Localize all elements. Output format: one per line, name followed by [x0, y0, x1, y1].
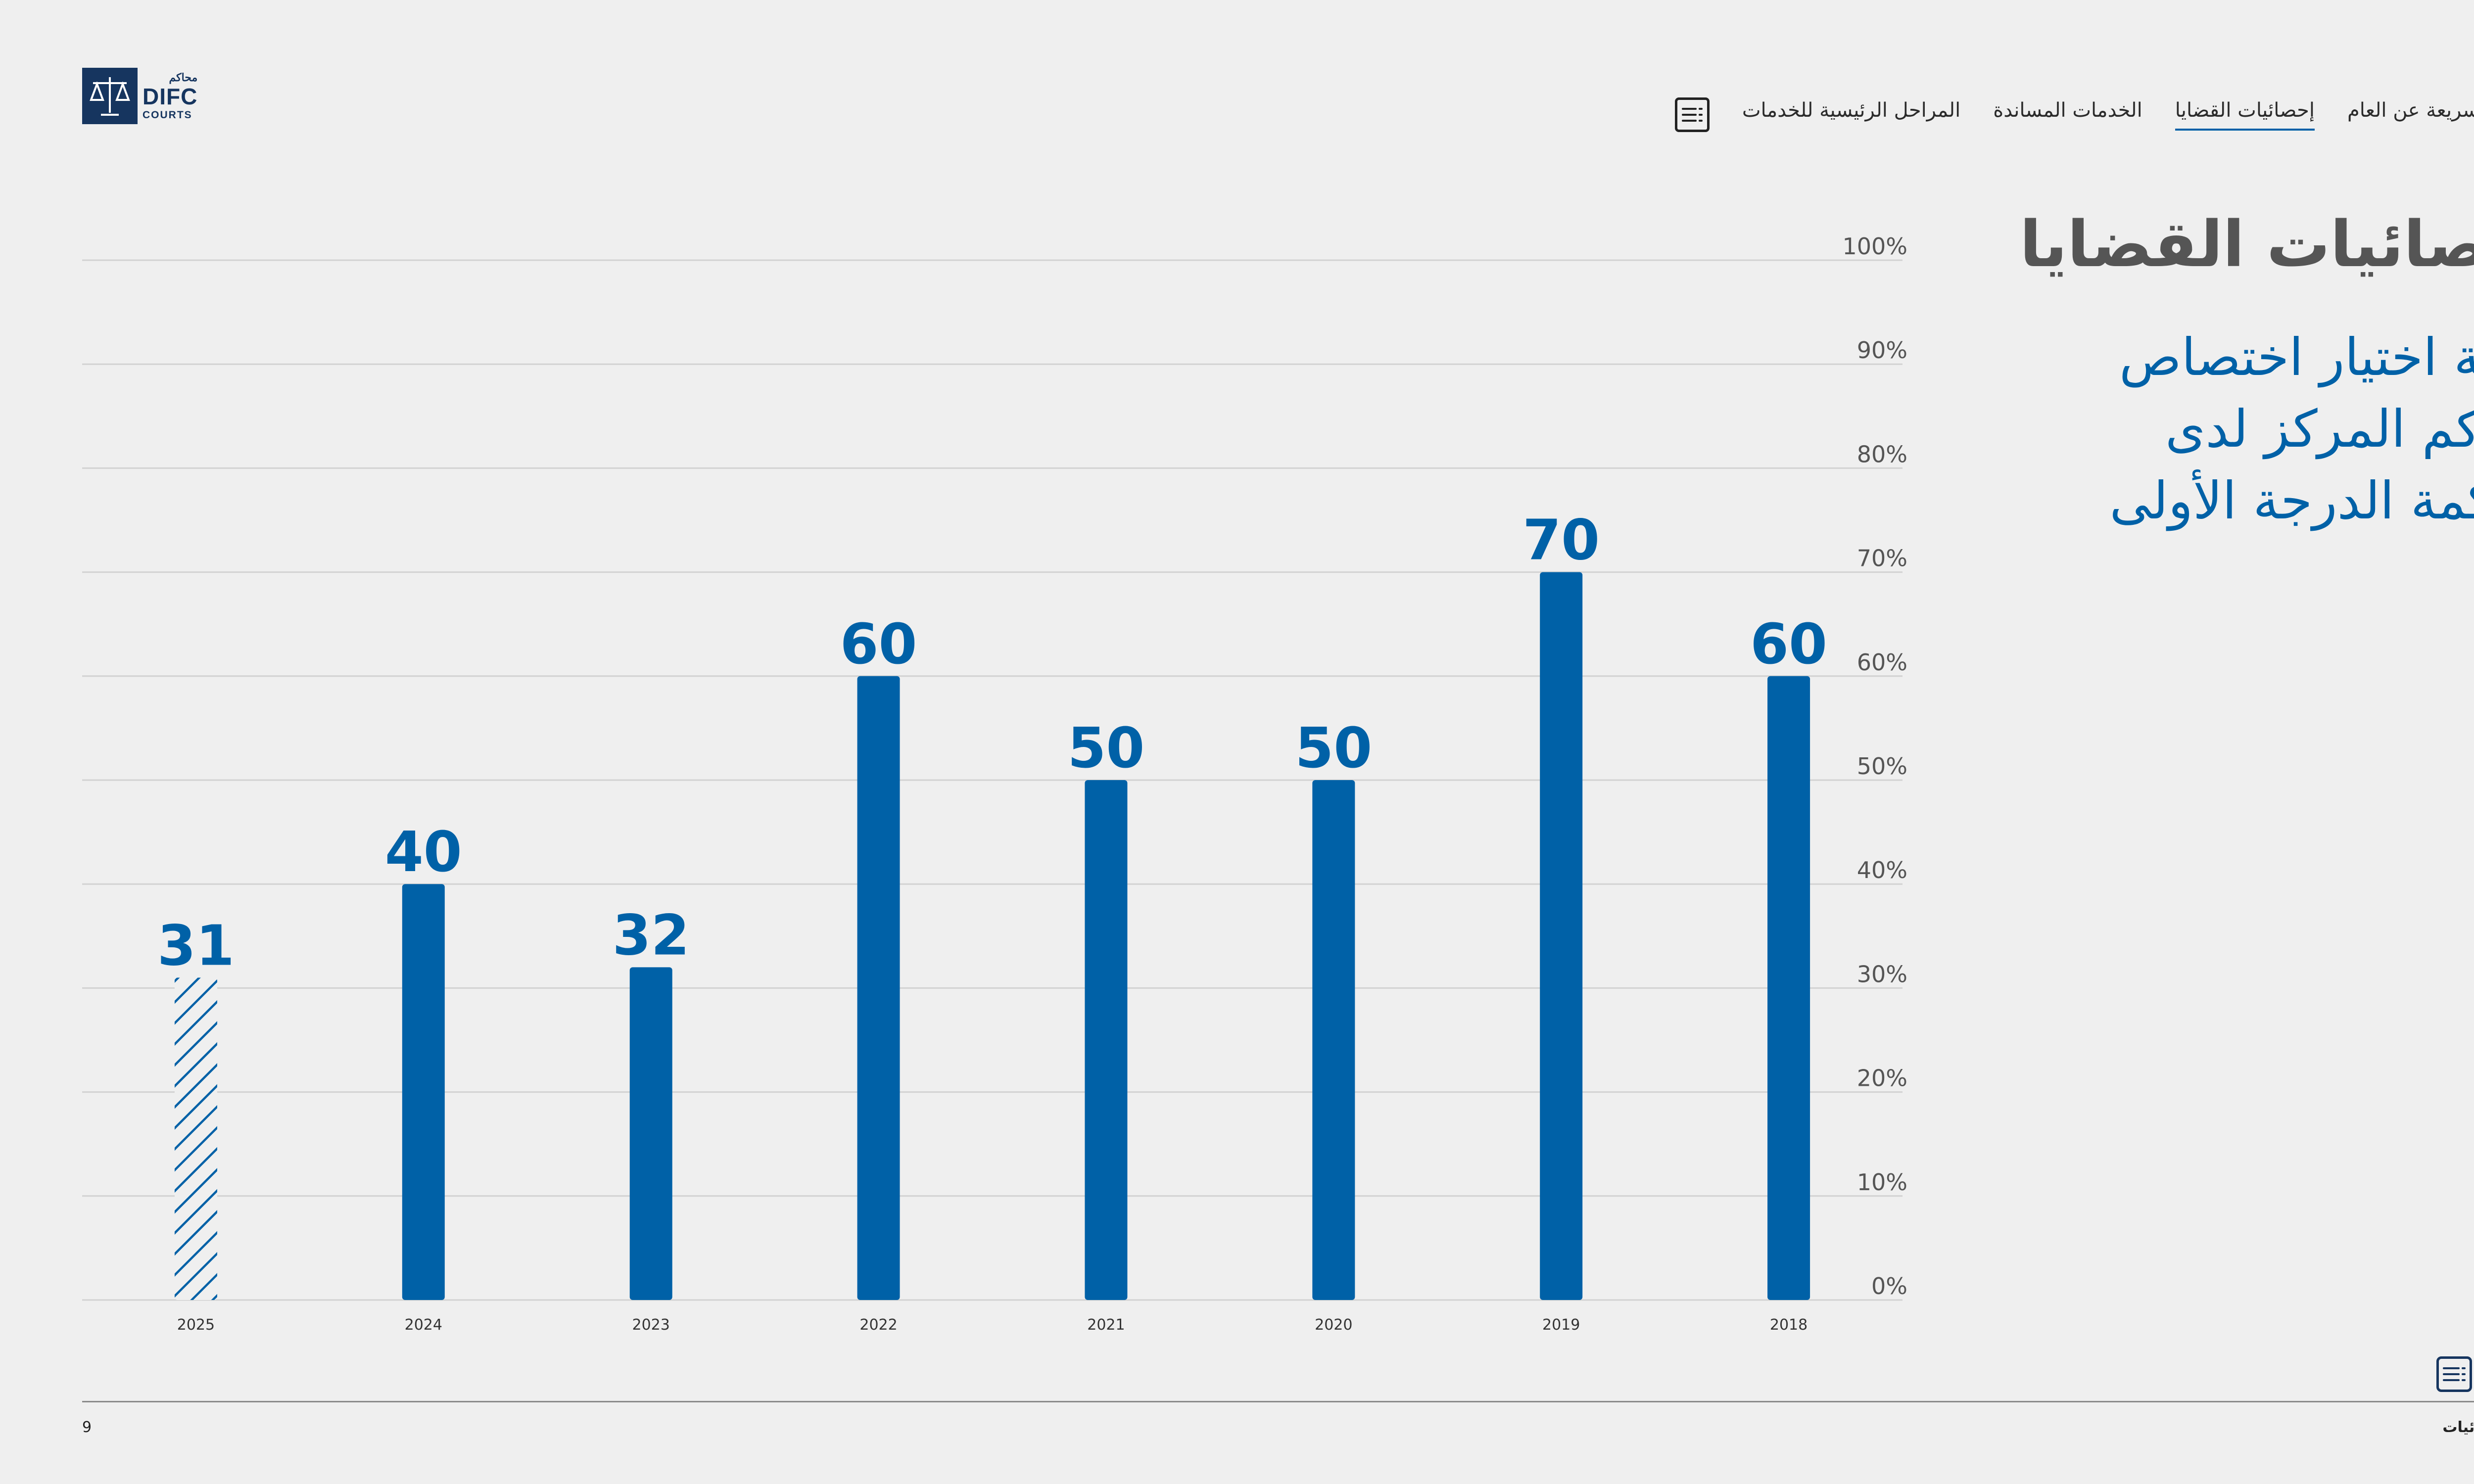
- y-tick-label: 70%: [1857, 545, 1907, 572]
- footer-divider: [82, 1401, 2474, 1402]
- subtitle-line-1: نسبة اختيار اختصاص: [2119, 327, 2474, 387]
- nav-item-service-milestones[interactable]: المراحل الرئيسية للخدمات: [1742, 99, 1961, 122]
- logo-arabic-text: محاكم: [169, 71, 198, 84]
- y-axis-ticks: 0% 10% 20% 30% 40% 50% 60% 70% 80% 90% 100%: [1842, 233, 1907, 1299]
- nav-item-case-statistics[interactable]: إحصائيات القضايا: [2175, 99, 2315, 131]
- bar-2020: [1312, 780, 1355, 1300]
- x-tick-label: 2023: [632, 1316, 670, 1334]
- value-label: 60: [840, 612, 917, 677]
- value-label: 32: [613, 903, 690, 968]
- y-tick-label: 10%: [1857, 1169, 1907, 1196]
- page-navigation-buttons: [2436, 1356, 2474, 1392]
- y-tick-label: 30%: [1857, 961, 1907, 987]
- value-label: 60: [1750, 612, 1827, 677]
- bar-2025-partial-year: [174, 977, 217, 1300]
- y-tick-label: 50%: [1857, 753, 1907, 780]
- value-label: 31: [157, 914, 235, 978]
- page-title: إحصائيات القضايا: [2019, 208, 2474, 281]
- subtitle-line-2: محاكم المركز لدى: [2165, 399, 2474, 459]
- nav-item-year-overview[interactable]: لمحة سريعة عن العام: [2347, 99, 2474, 122]
- x-tick-label: 2025: [177, 1316, 215, 1334]
- y-tick-label: 80%: [1857, 441, 1907, 467]
- bar-2021: [1085, 780, 1128, 1300]
- page-number: 9: [82, 1419, 92, 1436]
- bar-2019: [1540, 572, 1583, 1300]
- bar-2018: [1767, 676, 1810, 1300]
- menu-list-icon[interactable]: [1674, 97, 1710, 132]
- contents-list-icon[interactable]: [2436, 1356, 2472, 1392]
- subtitle-line-3: محكمة الدرجة الأولى: [2109, 470, 2474, 531]
- bar-2022: [857, 676, 900, 1300]
- x-axis-ticks: 2025 2024 2023 2022 2021 2020 2019 2018: [177, 1316, 1808, 1334]
- x-tick-label: 2024: [405, 1316, 442, 1334]
- footer-publication-title: 2025 إحصائيات: [2442, 1419, 2474, 1436]
- logo-line-1: DIFC: [143, 83, 198, 109]
- y-tick-label: 40%: [1857, 857, 1907, 883]
- value-label: 50: [1295, 716, 1372, 781]
- x-tick-label: 2022: [859, 1316, 897, 1334]
- bars: [174, 572, 1810, 1300]
- bar-2024: [402, 884, 445, 1300]
- difc-courts-logo: محاكم DIFC COURTS: [82, 66, 211, 126]
- value-label: 70: [1522, 509, 1600, 573]
- x-tick-label: 2021: [1087, 1316, 1125, 1334]
- y-tick-label: 0%: [1871, 1273, 1907, 1299]
- y-tick-label: 100%: [1842, 233, 1907, 260]
- y-tick-label: 60%: [1857, 649, 1907, 676]
- grid-lines: [82, 259, 1903, 1301]
- value-label: 50: [1068, 716, 1145, 781]
- chart-subtitle: نسبة اختيار اختصاص محاكم المركز لدى محكم…: [2062, 322, 2474, 537]
- bar-2023: [629, 967, 672, 1300]
- nav-items: لمحة سريعة عن العام إحصائيات القضايا الخ…: [1710, 99, 2474, 131]
- value-labels: 31 40 32 60 50 50 70 60: [157, 509, 1827, 978]
- scales-of-justice-icon: [82, 68, 138, 124]
- y-tick-label: 90%: [1857, 337, 1907, 364]
- logo-line-2: COURTS: [143, 109, 192, 121]
- x-tick-label: 2018: [1770, 1316, 1808, 1334]
- y-tick-label: 20%: [1857, 1065, 1907, 1092]
- x-tick-label: 2020: [1315, 1316, 1352, 1334]
- nav-item-support-services[interactable]: الخدمات المساندة: [1993, 99, 2142, 122]
- x-tick-label: 2019: [1542, 1316, 1580, 1334]
- top-navigation: لمحة سريعة عن العام إحصائيات القضايا الخ…: [1674, 95, 2474, 135]
- value-label: 40: [385, 820, 462, 884]
